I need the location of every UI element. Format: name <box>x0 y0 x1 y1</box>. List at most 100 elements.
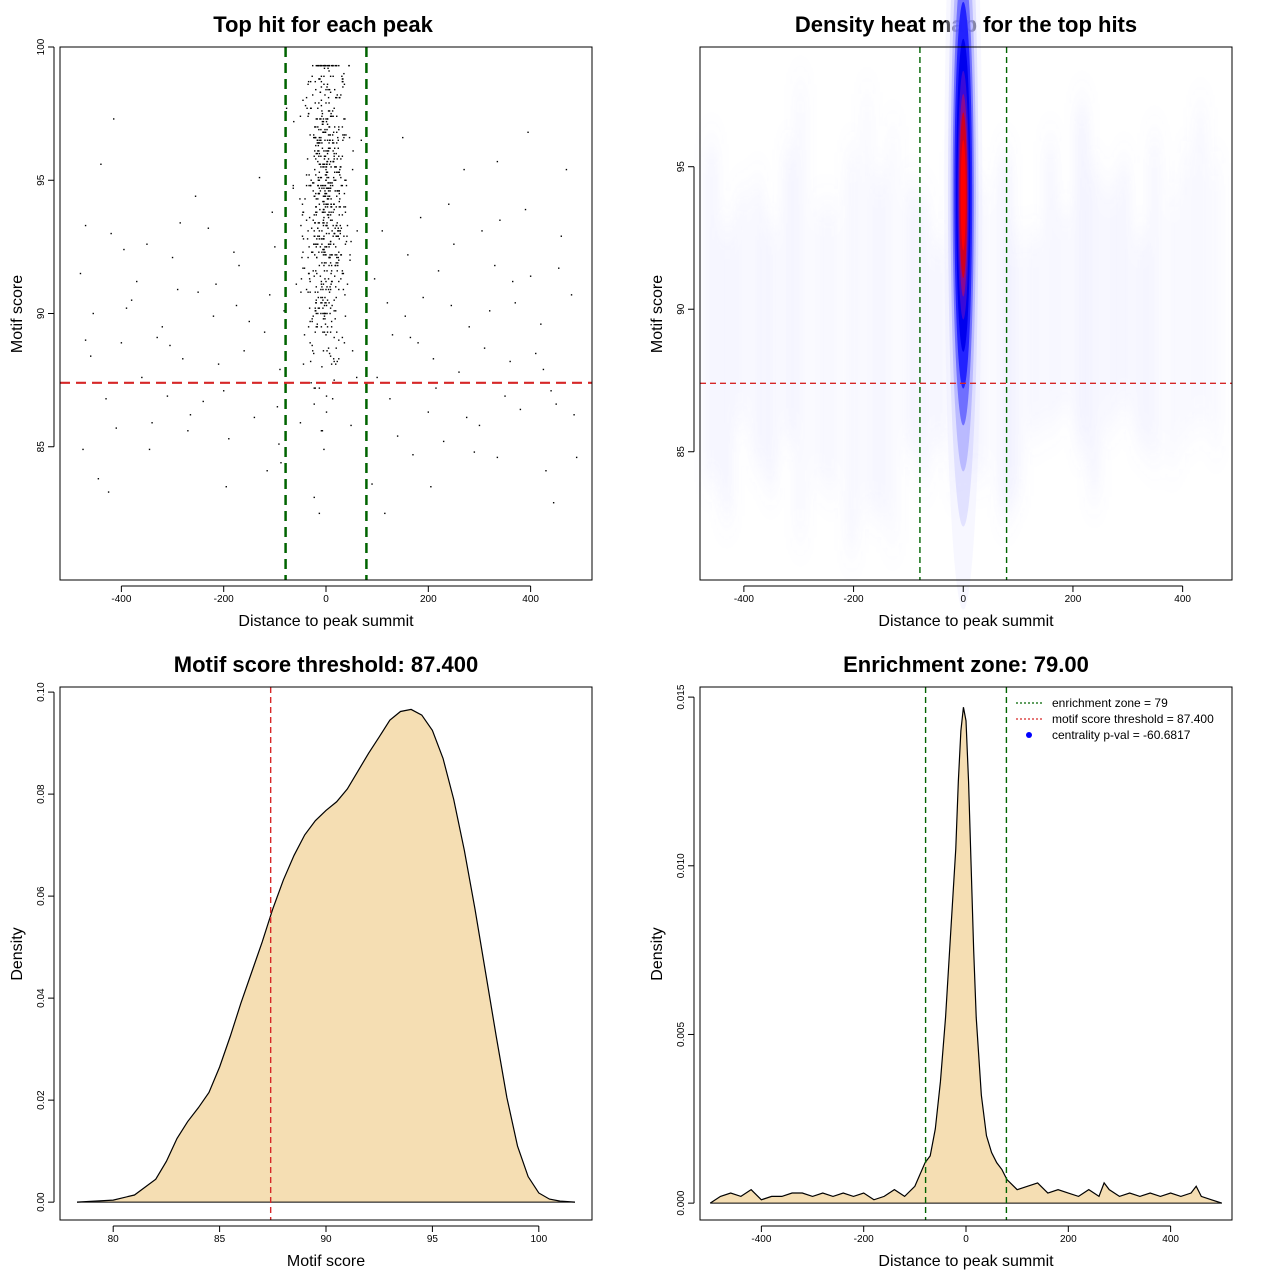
scatter-point <box>349 254 351 256</box>
scatter-point <box>329 307 332 309</box>
scatter-point <box>412 454 414 456</box>
scatter-point <box>337 139 339 141</box>
scatter-point <box>351 168 354 171</box>
scatter-point <box>315 214 317 216</box>
scatter-point <box>253 416 256 419</box>
scatter-point <box>305 96 308 99</box>
scatter-point <box>189 414 192 416</box>
scatter-point <box>575 456 578 459</box>
scatter-point <box>326 198 329 200</box>
scatter-point <box>325 246 328 248</box>
heatmap-streak <box>1044 141 1057 427</box>
scatter-point <box>320 430 323 432</box>
scatter-point <box>318 235 321 237</box>
scatter-point <box>343 118 345 120</box>
scatter-point <box>332 142 335 144</box>
heatmap-streak <box>905 184 918 450</box>
heatmap-y-tick-label: 95 <box>676 161 687 173</box>
scatter-point <box>228 438 230 440</box>
scatter-point <box>327 198 330 200</box>
scatter-point <box>329 219 332 221</box>
scatter-point <box>321 115 323 117</box>
scatter-point <box>300 224 302 227</box>
scatter-point <box>336 96 338 99</box>
scatter-point <box>344 179 346 181</box>
scatter-point <box>326 203 328 205</box>
scatter-point <box>499 219 501 221</box>
score-density-x-tick-label: 90 <box>320 1234 332 1245</box>
scatter-point <box>141 376 143 379</box>
heatmap-plot-frame <box>699 46 1233 581</box>
scatter-point <box>304 198 306 200</box>
scatter-point <box>328 64 331 67</box>
scatter-point <box>314 307 316 309</box>
scatter-y-tick-label: 100 <box>36 38 47 55</box>
scatter-point <box>238 264 240 267</box>
distance-density-x-tick-label: -400 <box>751 1234 771 1245</box>
distance-density-x-tick-label: -200 <box>854 1234 874 1245</box>
scatter-point <box>312 64 314 67</box>
distance-density-ylabel: Density <box>649 927 666 980</box>
scatter-point <box>314 222 316 224</box>
scatter-point <box>309 280 311 283</box>
scatter-point <box>328 291 331 293</box>
scatter-point <box>336 254 338 256</box>
scatter-point <box>303 334 306 336</box>
scatter-point <box>329 91 332 94</box>
scatter-point <box>338 358 340 360</box>
scatter-point <box>339 224 342 227</box>
scatter-point <box>315 198 317 200</box>
scatter-point <box>318 102 320 104</box>
scatter-point <box>336 331 338 333</box>
scatter-point <box>320 283 323 285</box>
scatter-point <box>321 110 323 112</box>
scatter-point <box>335 310 337 312</box>
scatter-point <box>322 123 324 125</box>
scatter-point <box>309 80 312 83</box>
scatter-point <box>336 94 338 96</box>
scatter-point <box>326 286 328 288</box>
heatmap-x-tick-label: 400 <box>1174 594 1191 605</box>
scatter-point <box>319 176 322 179</box>
scatter-point <box>309 320 311 323</box>
scatter-point <box>326 214 329 216</box>
scatter-point <box>540 323 542 325</box>
scatter-point <box>325 166 327 168</box>
scatter-point <box>322 219 325 221</box>
scatter-point <box>321 286 323 288</box>
scatter-point <box>381 230 383 232</box>
scatter-point <box>317 179 320 181</box>
scatter-point <box>335 363 337 365</box>
heatmap-streak <box>1075 103 1088 448</box>
distance-density-y-tick-label: 0.010 <box>676 853 687 878</box>
scatter-point <box>319 246 322 248</box>
scatter-point <box>322 224 325 227</box>
scatter-point <box>316 326 319 328</box>
scatter-point <box>320 104 323 107</box>
scatter-point <box>496 160 499 163</box>
scatter-point <box>344 206 347 208</box>
panel-score-density: Motif score threshold: 87.400 Motif scor… <box>9 652 593 1270</box>
scatter-point <box>442 440 445 443</box>
scatter-point <box>329 286 331 288</box>
scatter-point <box>304 104 307 107</box>
scatter-point <box>386 302 389 304</box>
heatmap-core <box>944 0 983 610</box>
scatter-point <box>323 83 325 86</box>
heatmap-y-tick-label: 85 <box>676 446 687 458</box>
scatter-point <box>319 208 321 211</box>
scatter-point <box>321 64 323 67</box>
scatter-point <box>302 238 305 240</box>
heatmap-streak <box>978 187 991 478</box>
scatter-point <box>570 294 573 296</box>
scatter-point <box>332 243 335 245</box>
scatter-point <box>336 256 338 259</box>
scatter-point <box>323 304 326 307</box>
scatter-point <box>320 99 323 101</box>
scatter-point <box>314 80 316 83</box>
scatter-point <box>328 70 330 72</box>
scatter-point <box>327 134 330 136</box>
scatter-point <box>313 155 315 157</box>
scatter-point <box>312 270 314 272</box>
scatter-point <box>318 264 321 267</box>
